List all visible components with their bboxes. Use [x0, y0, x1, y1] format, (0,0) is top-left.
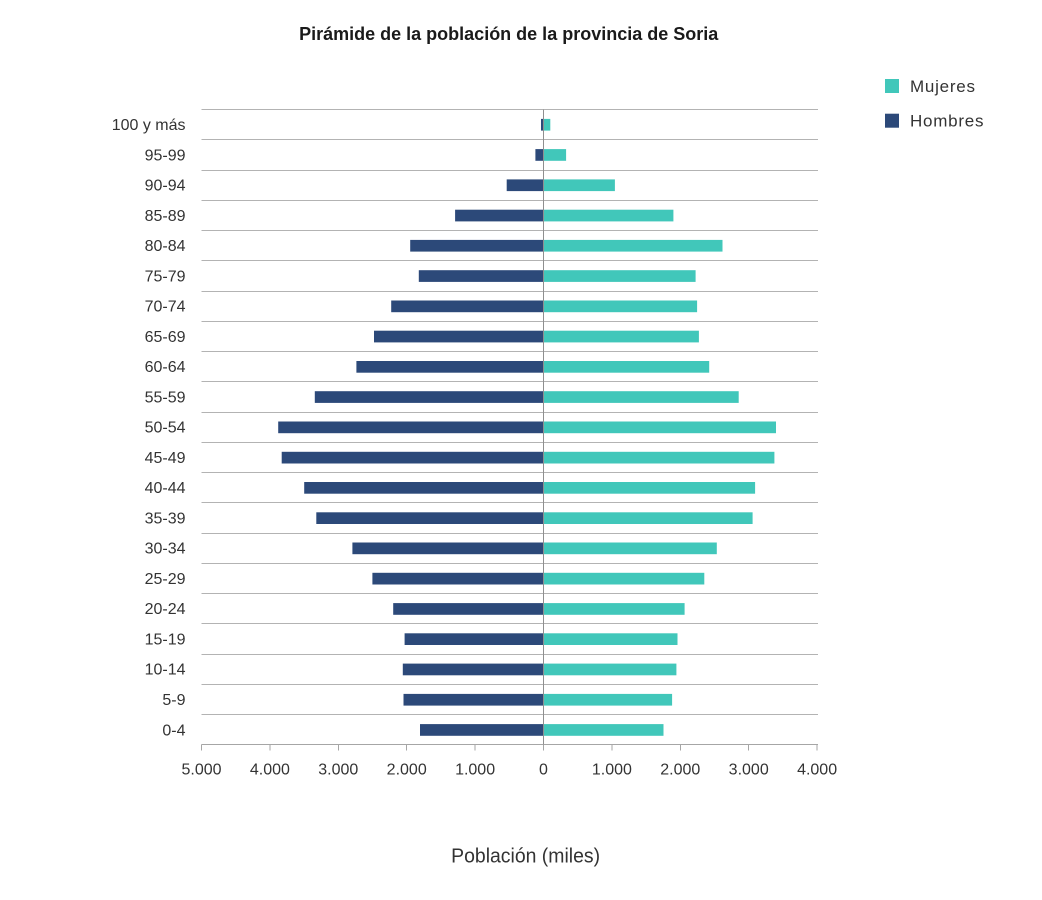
svg-text:Mujeres: Mujeres — [910, 77, 976, 96]
svg-text:15-19: 15-19 — [145, 632, 186, 649]
svg-text:0: 0 — [539, 761, 548, 778]
svg-text:85-89: 85-89 — [145, 208, 186, 225]
svg-text:0-4: 0-4 — [162, 722, 185, 739]
svg-text:55-59: 55-59 — [145, 389, 186, 406]
svg-text:4.000: 4.000 — [797, 761, 837, 778]
svg-text:30-34: 30-34 — [145, 541, 186, 558]
svg-text:50-54: 50-54 — [145, 420, 186, 437]
svg-text:4.000: 4.000 — [250, 761, 290, 778]
svg-text:2.000: 2.000 — [387, 761, 427, 778]
svg-text:25-29: 25-29 — [145, 571, 186, 588]
svg-text:5.000: 5.000 — [181, 761, 221, 778]
svg-text:100 y más: 100 y más — [112, 117, 186, 134]
svg-text:5-9: 5-9 — [162, 692, 185, 709]
svg-text:3.000: 3.000 — [729, 761, 769, 778]
svg-text:80-84: 80-84 — [145, 238, 186, 255]
svg-text:40-44: 40-44 — [145, 480, 186, 497]
svg-text:Hombres: Hombres — [910, 112, 984, 131]
svg-text:70-74: 70-74 — [145, 299, 186, 316]
svg-text:1.000: 1.000 — [592, 761, 632, 778]
svg-text:Población (miles): Población (miles) — [451, 845, 600, 867]
svg-text:75-79: 75-79 — [145, 268, 186, 285]
svg-text:3.000: 3.000 — [318, 761, 358, 778]
svg-text:45-49: 45-49 — [145, 450, 186, 467]
svg-text:20-24: 20-24 — [145, 601, 186, 618]
svg-text:95-99: 95-99 — [145, 147, 186, 164]
svg-text:2.000: 2.000 — [660, 761, 700, 778]
svg-text:35-39: 35-39 — [145, 510, 186, 527]
svg-text:1.000: 1.000 — [455, 761, 495, 778]
svg-text:60-64: 60-64 — [145, 359, 186, 376]
svg-text:Pirámide de la población de la: Pirámide de la población de la provincia… — [299, 24, 719, 44]
svg-text:65-69: 65-69 — [145, 329, 186, 346]
svg-text:90-94: 90-94 — [145, 178, 186, 195]
svg-text:10-14: 10-14 — [145, 662, 186, 679]
